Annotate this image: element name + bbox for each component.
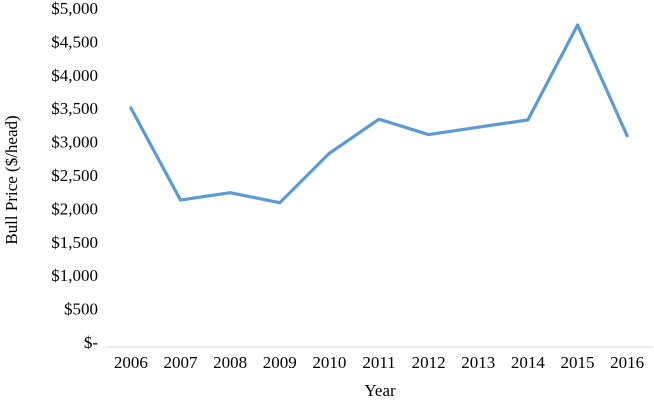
y-axis-label: Bull Price ($/head)	[2, 115, 21, 244]
data-point	[327, 151, 331, 155]
y-tick-label: $2,500	[51, 166, 98, 185]
x-tick-label: 2006	[114, 353, 148, 372]
y-tick-label: $3,000	[51, 133, 98, 152]
y-tick-label: $4,000	[51, 66, 98, 85]
x-tick-label: 2012	[412, 353, 446, 372]
x-tick-label: 2007	[163, 353, 198, 372]
x-axis-label: Year	[364, 381, 396, 400]
x-tick-label: 2016	[610, 353, 644, 372]
x-tick-label: 2014	[511, 353, 546, 372]
data-point	[526, 118, 530, 122]
x-tick-label: 2009	[263, 353, 297, 372]
y-tick-label: $1,500	[51, 233, 98, 252]
y-tick-label: $3,500	[51, 99, 98, 118]
data-point	[377, 117, 381, 121]
x-axis-ticks: 2006 2007 2008 2009 2010 2011 2012 2013 2014 2015…	[114, 353, 644, 372]
x-tick-label: 2008	[213, 353, 247, 372]
y-tick-label: $1,000	[51, 266, 98, 285]
x-tick-label: 2011	[362, 353, 395, 372]
data-point	[576, 23, 580, 27]
data-points	[129, 23, 629, 205]
y-tick-label: $2,000	[51, 199, 98, 218]
x-tick-label: 2010	[312, 353, 346, 372]
x-tick-label: 2015	[561, 353, 595, 372]
y-tick-label: $500	[64, 300, 98, 319]
y-tick-label: $-	[84, 333, 99, 352]
y-axis-ticks: $- $500 $1,000 $1,500 $2,000 $2,500 $3,000 $3,5…	[51, 0, 98, 352]
data-point	[178, 198, 182, 202]
y-tick-label: $5,000	[51, 0, 98, 18]
data-point	[228, 191, 232, 195]
data-point	[278, 201, 282, 205]
series-line	[129, 23, 629, 205]
y-tick-label: $4,500	[51, 32, 98, 51]
data-point	[129, 106, 133, 110]
data-point	[476, 125, 480, 129]
data-point	[427, 133, 431, 137]
x-tick-label: 2013	[461, 353, 495, 372]
data-point	[625, 134, 629, 138]
